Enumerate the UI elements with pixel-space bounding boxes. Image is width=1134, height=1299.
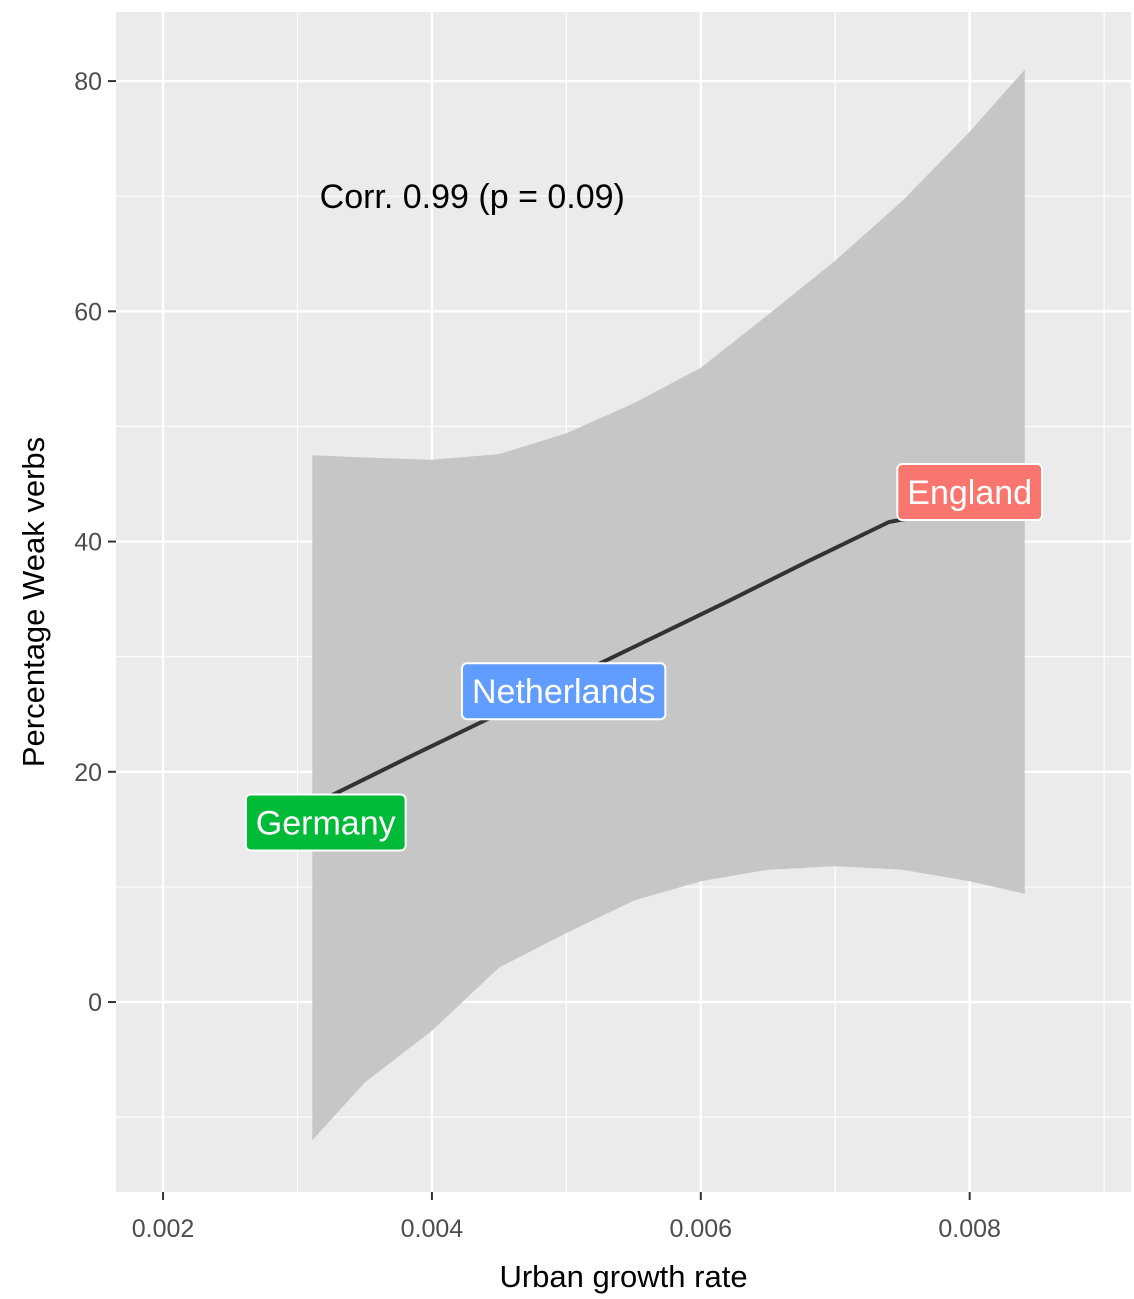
y-tick-label: 0 bbox=[88, 989, 102, 1017]
y-axis-title: Percentage Weak verbs bbox=[16, 437, 51, 767]
point-label-box bbox=[896, 463, 1044, 522]
y-tick-label: 40 bbox=[74, 529, 102, 557]
y-tick-label: 80 bbox=[74, 68, 102, 96]
x-tick-label: 0.004 bbox=[401, 1215, 464, 1243]
point-label-box bbox=[244, 793, 407, 852]
point-label-text: England bbox=[907, 474, 1032, 512]
point-label-box bbox=[461, 662, 667, 721]
x-tick-label: 0.002 bbox=[132, 1215, 195, 1243]
fit-line bbox=[324, 505, 971, 801]
point-label-england: England bbox=[896, 463, 1044, 522]
x-axis-ticks: 0.002 0.004 0.006 0.008 bbox=[132, 1192, 1001, 1243]
correlation-annotation: Corr. 0.99 (p = 0.09) bbox=[320, 178, 625, 216]
point-label-text: Netherlands bbox=[472, 673, 655, 711]
point-label-germany: Germany bbox=[244, 793, 407, 852]
x-tick-label: 0.006 bbox=[670, 1215, 733, 1243]
x-axis-title: Urban growth rate bbox=[499, 1259, 747, 1294]
x-tick-label: 0.008 bbox=[938, 1215, 1001, 1243]
y-tick-label: 60 bbox=[74, 298, 102, 326]
confidence-band bbox=[312, 69, 1025, 1141]
point-labels: Germany Netherlands England bbox=[244, 463, 1044, 852]
y-axis-ticks: 0 20 40 60 80 bbox=[74, 68, 116, 1017]
point-label-text: Germany bbox=[256, 804, 396, 842]
y-tick-label: 20 bbox=[74, 759, 102, 787]
point-label-netherlands: Netherlands bbox=[461, 662, 667, 721]
